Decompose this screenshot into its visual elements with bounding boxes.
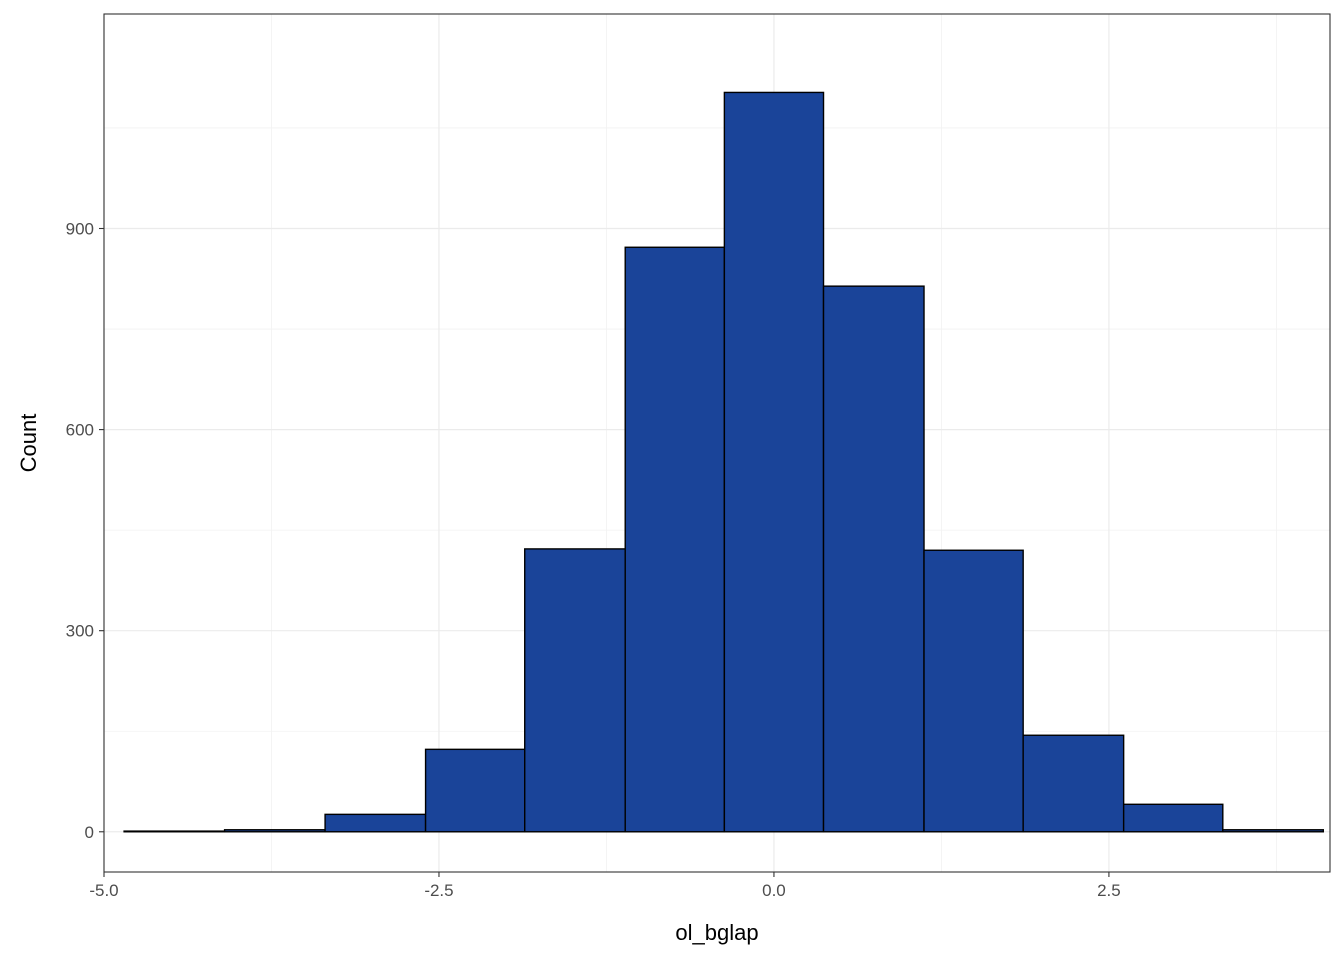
histogram-bar-4: [424, 748, 526, 833]
histogram-bar-7: [723, 91, 825, 833]
y-axis-title: Count: [16, 414, 41, 473]
histogram-bar-3: [324, 813, 427, 833]
y-tick-label: 600: [66, 421, 94, 440]
histogram-bar-2: [223, 829, 326, 833]
histogram-bar-5: [524, 548, 626, 833]
histogram-bar-11: [1122, 803, 1224, 833]
x-axis-title: ol_bglap: [675, 920, 758, 945]
x-tick-label: 2.5: [1097, 881, 1121, 900]
y-tick-label: 900: [66, 220, 94, 239]
histogram-bars: [123, 91, 1325, 833]
histogram-bar-9: [923, 549, 1024, 833]
histogram-bar-8: [822, 285, 925, 833]
x-axis-ticks: -5.0 -2.5 0.0 2.5: [89, 872, 1121, 900]
histogram-bar-12: [1222, 829, 1325, 833]
histogram-bar-10: [1022, 734, 1125, 833]
histogram-bar-6: [624, 246, 726, 833]
panel-border: [103, 13, 1331, 873]
x-tick-label: -2.5: [424, 881, 453, 900]
x-tick-label: 0.0: [762, 881, 786, 900]
y-axis-ticks: 0 300 600 900: [66, 220, 104, 842]
x-tick-label: -5.0: [89, 881, 118, 900]
y-tick-label: 300: [66, 622, 94, 641]
histogram-bar-1: [123, 830, 226, 833]
y-tick-label: 0: [85, 823, 94, 842]
